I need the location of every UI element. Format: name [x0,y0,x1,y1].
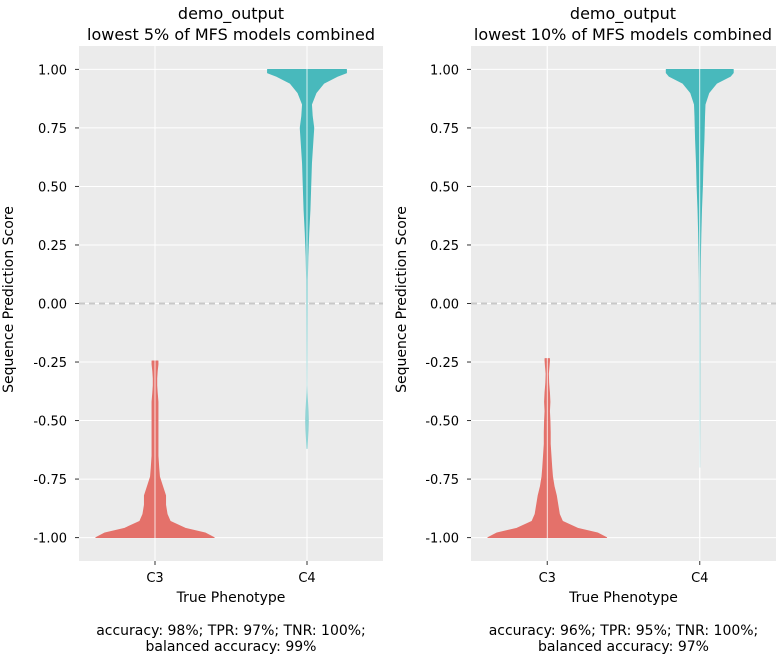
metrics-line-2: balanced accuracy: 99% [146,639,317,655]
y-tick-label: 0.75 [38,122,67,137]
y-axis-label: Sequence Prediction Score [394,206,410,393]
y-tick-label: -1.00 [33,532,67,547]
y-tick-label: 0.75 [430,122,459,137]
chart-title-line-2: lowest 10% of MFS models combined [474,25,772,44]
y-axis-label: Sequence Prediction Score [1,206,17,393]
violins [487,46,734,561]
y-tick-labels: 1.00 0.75 0.50 0.25 0.00 -0.25 -0.50 -0.75 -1.00 [425,63,471,547]
x-tick-labels: C3 C4 [539,561,708,586]
y-tick-label: 0.25 [38,239,67,254]
y-tick-label: 0.50 [38,180,67,195]
y-tick-label: 0.00 [430,298,459,313]
violins [95,46,347,561]
y-tick-label: 1.00 [430,63,459,78]
metrics-line-2: balanced accuracy: 97% [538,639,709,655]
x-tick-labels: C3 C4 [146,561,316,586]
chart-title-line-1: demo_output [178,4,284,24]
y-tick-label: -1.00 [425,532,459,547]
chart-panel-left: 1.00 0.75 0.50 0.25 0.00 -0.25 -0.50 -0.75 -1.00… [1,4,383,655]
y-tick-label: -0.75 [425,473,459,488]
x-tick-label: C4 [691,571,708,586]
chart-title-line-2: lowest 5% of MFS models combined [87,25,375,44]
x-tick-label: C3 [146,571,163,586]
y-tick-label: -0.25 [425,356,459,371]
y-tick-label: 0.50 [430,180,459,195]
x-axis-label: True Phenotype [176,590,286,606]
x-axis-label: True Phenotype [568,590,678,606]
metrics-line-1: accuracy: 96%; TPR: 95%; TNR: 100%; [489,623,759,639]
x-tick-label: C4 [298,571,315,586]
y-tick-label: -0.25 [33,356,67,371]
y-tick-label: 0.00 [38,298,67,313]
y-tick-label: 1.00 [38,63,67,78]
chart-title-line-1: demo_output [570,4,676,24]
chart-panel-right: 1.00 0.75 0.50 0.25 0.00 -0.25 -0.50 -0.75 -1.00… [394,4,776,655]
metrics-line-1: accuracy: 98%; TPR: 97%; TNR: 100%; [96,623,366,639]
x-tick-label: C3 [539,571,556,586]
y-tick-label: -0.75 [33,473,67,488]
y-tick-label: -0.50 [33,415,67,430]
y-tick-labels: 1.00 0.75 0.50 0.25 0.00 -0.25 -0.50 -0.75 -1.00 [33,63,79,547]
y-tick-label: -0.50 [425,415,459,430]
y-tick-label: 0.25 [430,239,459,254]
